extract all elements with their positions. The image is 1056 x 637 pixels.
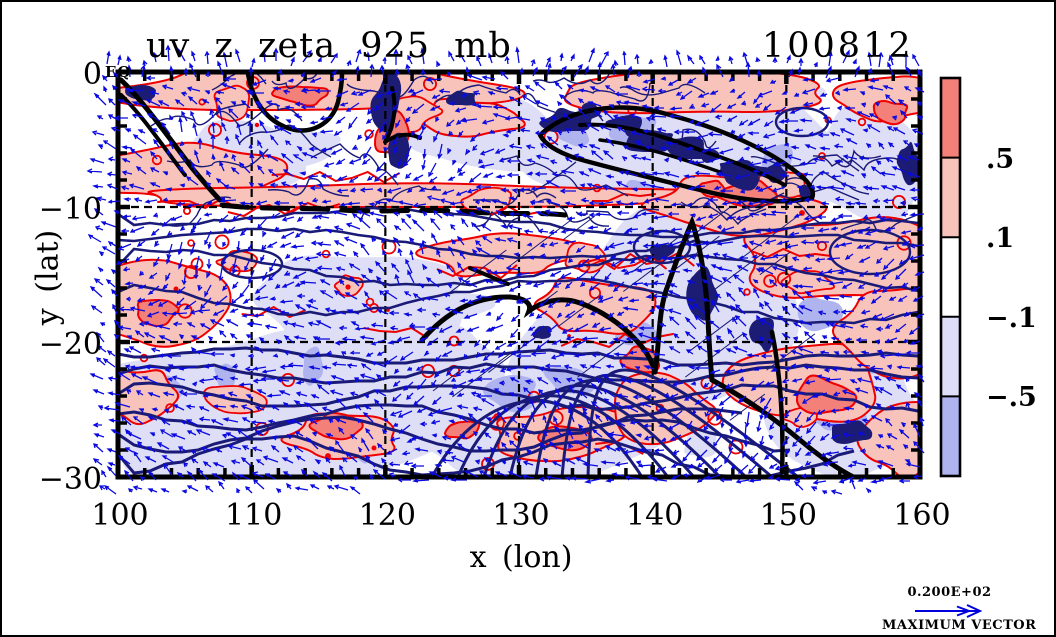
plot-title: uv z zeta 925 mb <box>146 26 512 66</box>
colorbar-tick-label: −.5 <box>986 382 1037 414</box>
equator-label: EQ <box>105 63 132 81</box>
colorbar-tick-label: −.1 <box>986 302 1037 334</box>
x-tick-label: 120 <box>358 498 416 533</box>
y-tick-label: 0 <box>82 57 102 92</box>
max-vector-value: 0.200E+02 <box>907 585 992 600</box>
x-tick-label: 150 <box>759 498 817 533</box>
y-tick-label: −10 <box>38 192 102 227</box>
timestamp-label: 100812 <box>762 26 914 66</box>
y-tick-label: −30 <box>38 462 102 497</box>
x-tick-label: 160 <box>893 498 951 533</box>
max-vector-arrow-icon <box>915 604 983 618</box>
max-vector-label: MAXIMUM VECTOR <box>882 618 1037 633</box>
x-tick-label: 100 <box>91 498 149 533</box>
x-tick-label: 130 <box>492 498 550 533</box>
x-tick-label: 140 <box>626 498 684 533</box>
colorbar <box>939 76 962 478</box>
vector-layer <box>86 44 925 495</box>
colorbar-tick-label: .1 <box>986 223 1015 255</box>
x-axis-label: x (lon) <box>469 540 573 575</box>
y-axis-label: y (lat) <box>30 229 66 326</box>
colorbar-tick-label: .5 <box>986 143 1015 175</box>
x-tick-label: 110 <box>225 498 283 533</box>
y-tick-label: −20 <box>38 327 102 362</box>
